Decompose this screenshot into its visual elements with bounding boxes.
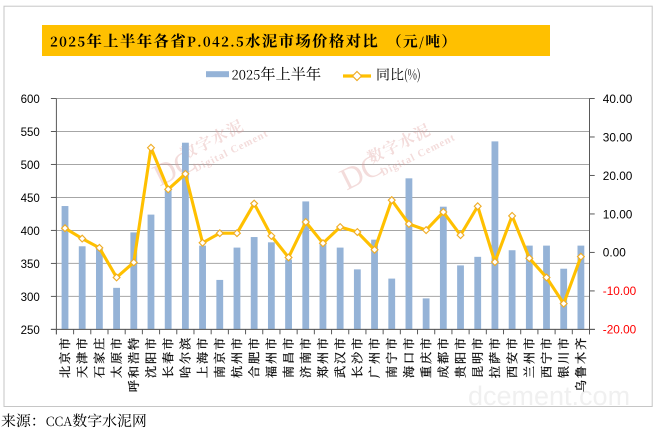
svg-text:dcement.com: dcement.com: [468, 381, 630, 411]
svg-text:40.00: 40.00: [603, 92, 633, 106]
svg-text:550: 550: [21, 127, 40, 139]
svg-text:-20.00: -20.00: [603, 323, 637, 337]
svg-text:350: 350: [21, 259, 40, 271]
svg-text:300: 300: [21, 292, 40, 304]
svg-text:30.00: 30.00: [603, 130, 633, 144]
svg-text:20.00: 20.00: [603, 169, 633, 183]
svg-text:500: 500: [21, 160, 40, 172]
svg-text:0.00: 0.00: [603, 246, 626, 260]
svg-text:400: 400: [21, 226, 40, 238]
svg-text:600: 600: [21, 94, 40, 106]
svg-text:10.00: 10.00: [603, 207, 633, 221]
svg-text:450: 450: [21, 193, 40, 205]
svg-text:250: 250: [21, 325, 40, 337]
svg-text:-10.00: -10.00: [603, 284, 637, 298]
